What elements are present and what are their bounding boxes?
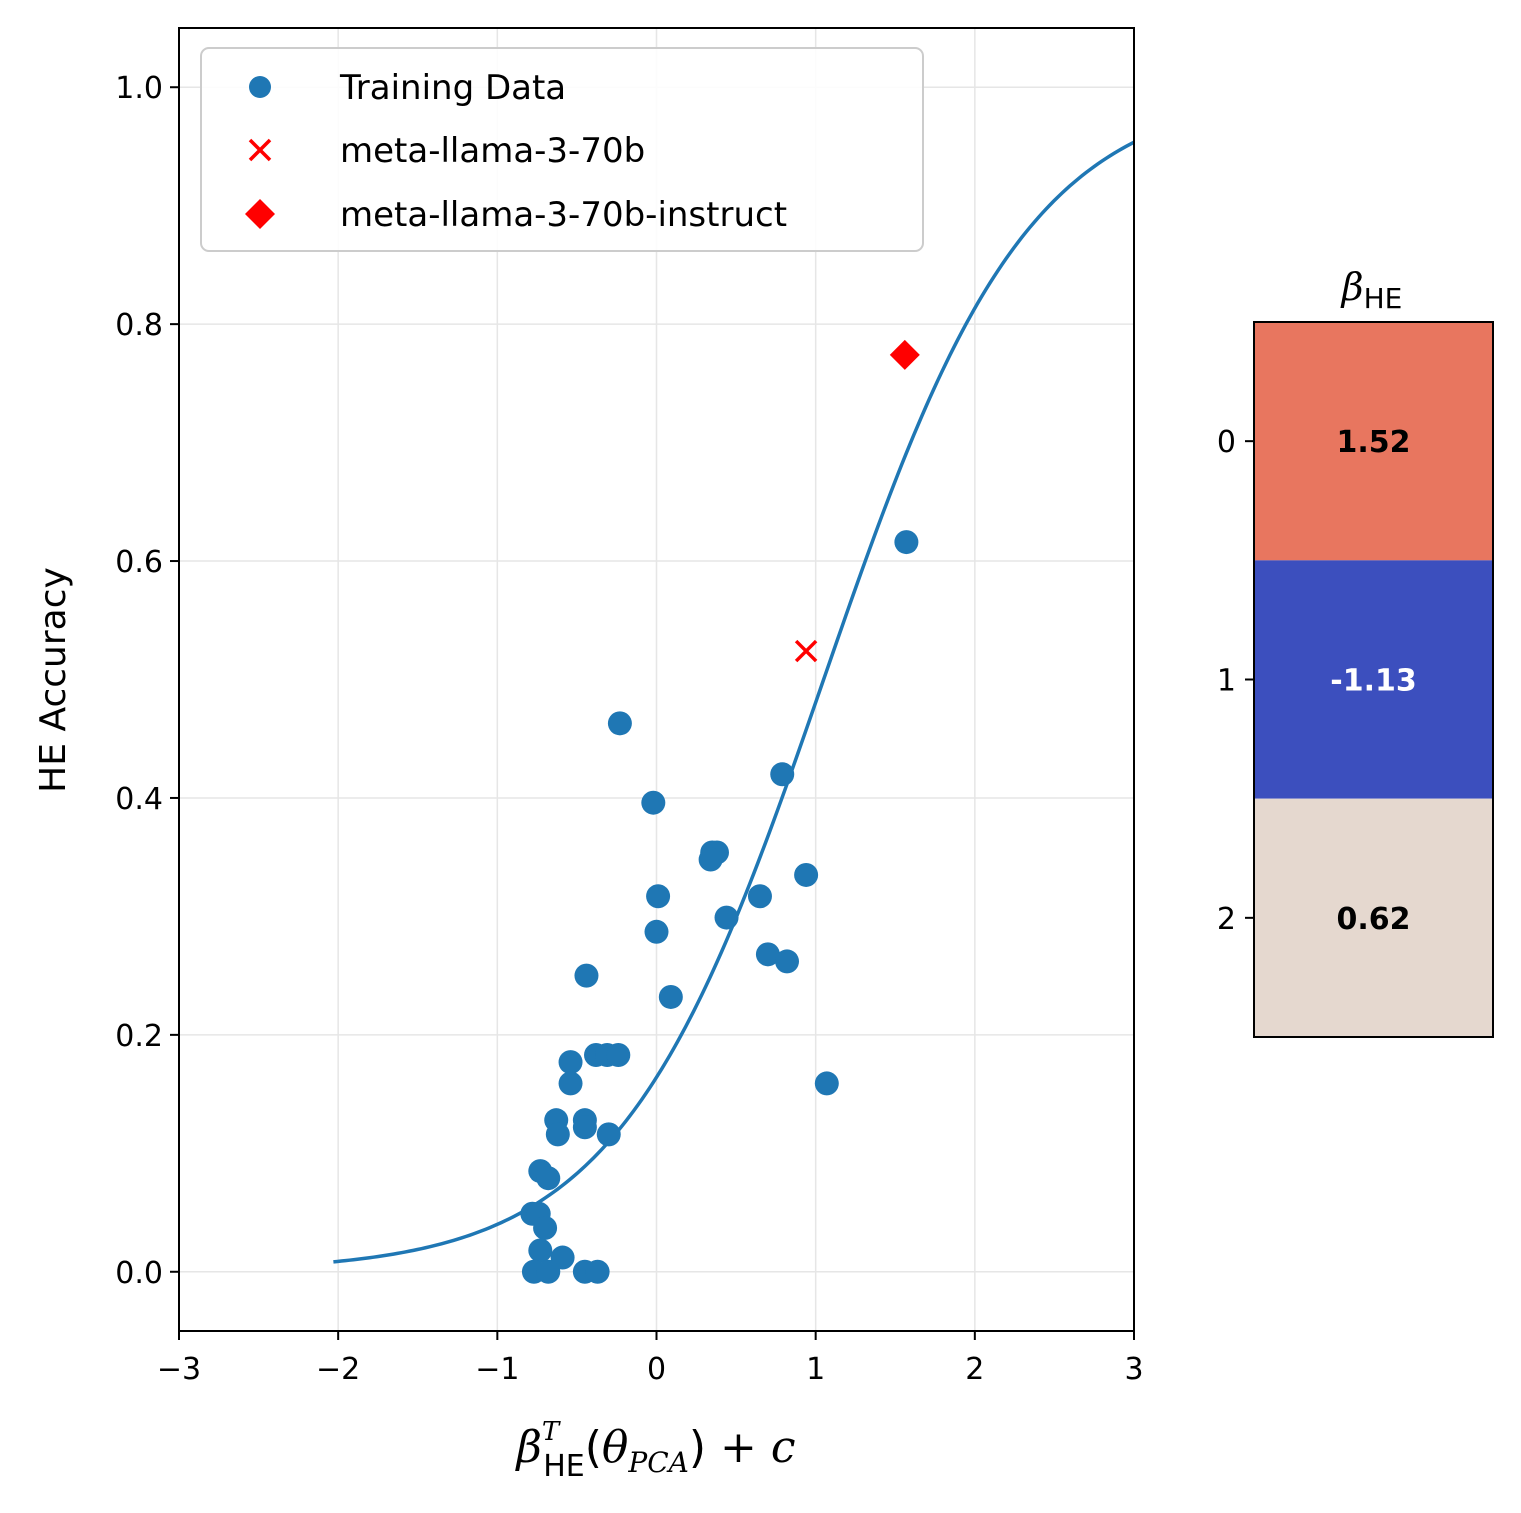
- heatmap-row-label: 1: [1217, 664, 1236, 699]
- training-data-point: [606, 1043, 631, 1068]
- training-data-point: [714, 905, 739, 930]
- training-data-point: [755, 942, 780, 967]
- x-axis-title-superscript: T: [542, 1417, 561, 1447]
- legend: Training Data meta-llama-3-70b meta-llam…: [200, 47, 924, 252]
- training-data-point: [558, 1050, 583, 1075]
- training-data-point: [641, 790, 666, 815]
- heatmap-title-subscript: HE: [1364, 282, 1403, 315]
- legend-box: [200, 47, 924, 252]
- training-data-point: [596, 1122, 621, 1147]
- training-data-point: [644, 919, 669, 944]
- x-marker-stroke: [794, 639, 818, 663]
- heatmap-cell: [1254, 798, 1493, 1037]
- x-axis-title: βT HE(θPCA) + c: [514, 1417, 795, 1484]
- training-data-point: [533, 1215, 558, 1240]
- heatmap-cell: [1254, 322, 1493, 561]
- training-data-point: [646, 884, 671, 909]
- x-tick-label: −2: [316, 1352, 360, 1387]
- training-data-point: [894, 530, 919, 555]
- y-tick-label: 0.0: [115, 1256, 163, 1291]
- training-data-point: [770, 762, 795, 787]
- heatmap-cells: 1.52 -1.13 0.62: [1254, 322, 1493, 1037]
- legend-label-meta-llama-3-70b-instruct: meta-llama-3-70b-instruct: [340, 195, 787, 235]
- heatmap-cell: [1254, 560, 1493, 799]
- axis-ticks: −3 −2 −1 0 1 2 3 0.0 0.2 0.4 0.6 0.8 1.0: [115, 71, 1143, 1387]
- training-data-point: [545, 1122, 570, 1147]
- heatmap-cell-value: 0.62: [1336, 902, 1410, 937]
- training-data-point: [775, 949, 800, 974]
- heatmap-ticks: 0 1 2: [1217, 425, 1254, 937]
- y-tick-label: 1.0: [115, 71, 163, 106]
- y-tick-label: 0.8: [115, 308, 163, 343]
- y-tick-label: 0.2: [115, 1019, 163, 1054]
- x-tick-label: −3: [157, 1352, 201, 1387]
- x-tick-label: 1: [806, 1352, 825, 1387]
- meta-llama-3-70b-point: [794, 639, 818, 663]
- meta-llama-3-70b-instruct-point: [889, 339, 920, 370]
- training-data-point: [747, 884, 772, 909]
- data-points: [520, 339, 920, 1284]
- legend-marker-training-data: [249, 76, 271, 98]
- training-data-point: [698, 847, 723, 872]
- x-tick-label: 3: [1124, 1352, 1143, 1387]
- heatmap-cell-value: -1.13: [1330, 664, 1416, 699]
- x-axis-title-open-paren: (: [585, 1422, 602, 1473]
- x-axis-title-plus-c: + c: [706, 1422, 795, 1473]
- heatmap-row-label: 2: [1217, 902, 1236, 937]
- x-axis-title-theta-subscript: PCA: [627, 1446, 688, 1479]
- training-data-point: [794, 862, 819, 887]
- scatter-plot: −3 −2 −1 0 1 2 3 0.0 0.2 0.4 0.6 0.8 1.0 Training Da…: [33, 27, 1144, 1484]
- legend-label-meta-llama-3-70b: meta-llama-3-70b: [340, 131, 645, 171]
- training-data-point: [814, 1071, 839, 1096]
- x-axis-title-theta: θ: [602, 1422, 629, 1473]
- x-tick-label: 0: [647, 1352, 666, 1387]
- heatmap-title: βHE: [1340, 265, 1403, 315]
- heatmap-cell-value: 1.52: [1336, 425, 1410, 460]
- legend-label-training-data: Training Data: [339, 68, 566, 108]
- training-data-point: [572, 1115, 597, 1140]
- training-data-point: [536, 1166, 561, 1191]
- heatmap-title-beta: β: [1340, 265, 1364, 309]
- legend-marker-meta-llama-3-70b-instruct: [245, 199, 275, 229]
- training-data-point: [574, 963, 599, 988]
- x-axis-title-subscript: HE: [543, 1449, 585, 1484]
- training-data-point: [607, 711, 632, 736]
- y-tick-label: 0.4: [115, 782, 163, 817]
- training-data-point: [528, 1238, 553, 1263]
- training-data-point: [558, 1071, 583, 1096]
- training-data-point: [658, 984, 683, 1009]
- y-tick-label: 0.6: [115, 545, 163, 580]
- y-axis-title: HE Accuracy: [33, 567, 74, 793]
- legend-marker-meta-llama-3-70b: [248, 138, 272, 162]
- x-axis-title-close-paren: ): [689, 1422, 706, 1473]
- training-data-point: [585, 1259, 610, 1284]
- x-tick-label: −1: [475, 1352, 519, 1387]
- x-axis-title-beta: β: [514, 1422, 541, 1473]
- coefficient-heatmap: βHE 1.52 -1.13 0.62 0 1 2: [1217, 265, 1494, 1038]
- training-data-point: [536, 1259, 561, 1284]
- x-tick-label: 2: [965, 1352, 984, 1387]
- heatmap-row-label: 0: [1217, 425, 1236, 460]
